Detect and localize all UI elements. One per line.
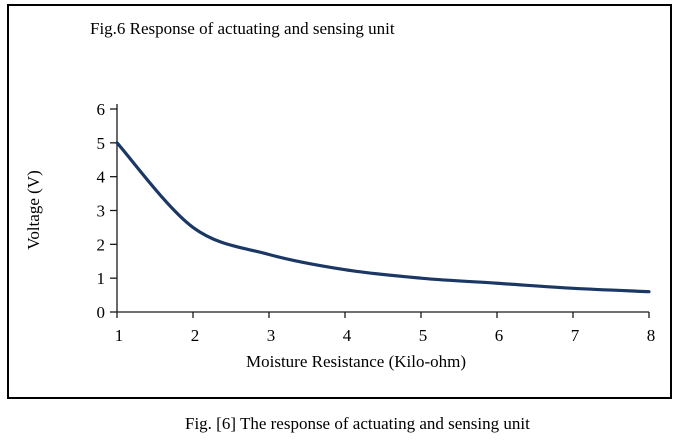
x-tick-label: 2 [191,326,200,345]
figure-caption: Fig. [6] The response of actuating and s… [185,414,530,433]
x-tick-label: 5 [419,326,428,345]
response-curve [115,141,651,294]
x-tick-label: 4 [343,326,352,345]
chart-title: Fig.6 Response of actuating and sensing … [90,19,395,38]
x-axis-label: Moisture Resistance (Kilo-ohm) [246,352,466,371]
y-tick-label: 3 [97,202,106,221]
y-tick-label: 2 [97,235,106,254]
y-tick-label: 5 [97,134,106,153]
y-axis-label: Voltage (V) [24,170,43,249]
y-tick-label: 1 [97,269,106,288]
x-tick-label: 7 [571,326,580,345]
figure-box [7,4,672,399]
x-tick-label: 3 [267,326,276,345]
y-tick-label: 6 [97,100,106,119]
x-tick-label: 6 [495,326,504,345]
y-tick-label: 4 [97,168,106,187]
y-tick-label: 0 [97,303,106,322]
x-tick-label: 8 [647,326,656,345]
x-tick-label: 1 [115,326,124,345]
